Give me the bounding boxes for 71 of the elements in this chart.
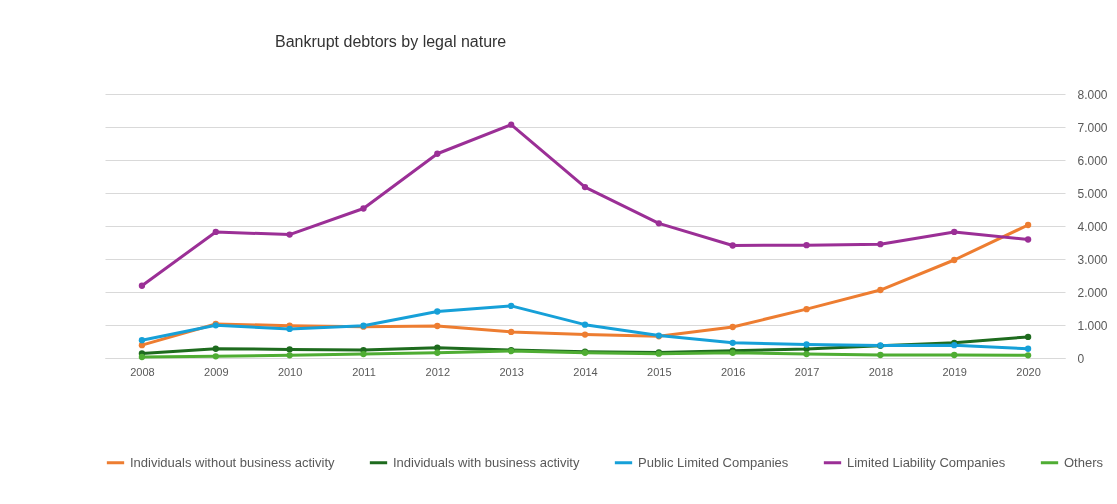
legend-label: Individuals with business activity <box>393 454 580 470</box>
x-tick-label: 2011 <box>352 365 376 378</box>
y-tick-label: 6.000 <box>1077 153 1108 168</box>
legend-label: Individuals without business activity <box>130 454 335 470</box>
legend-label: Public Limited Companies <box>638 454 789 470</box>
point <box>507 302 515 310</box>
point <box>360 205 367 212</box>
y-tick-label: 1.000 <box>1077 318 1108 333</box>
point <box>286 352 293 359</box>
y-tick-label: 5.000 <box>1077 186 1108 201</box>
legend-label: Others <box>1064 454 1104 470</box>
point <box>803 306 810 313</box>
point <box>1024 221 1032 229</box>
x-tick-label: 2010 <box>277 365 303 378</box>
point <box>951 351 958 359</box>
point <box>507 328 515 336</box>
x-tick-label: 2015 <box>647 365 672 378</box>
point <box>360 350 367 358</box>
point <box>581 183 589 191</box>
point <box>729 339 736 346</box>
y-tick-label: 8.000 <box>1077 87 1108 102</box>
y-tick-label: 3.000 <box>1077 252 1108 267</box>
y-tick-label: 7.000 <box>1077 120 1108 135</box>
x-tick-label: 2013 <box>499 365 524 378</box>
point <box>877 240 884 248</box>
x-tick-label: 2016 <box>720 365 746 378</box>
y-tick-label: 0 <box>1077 351 1085 366</box>
point <box>581 321 589 328</box>
x-tick-label: 2014 <box>573 365 598 378</box>
point <box>434 349 441 356</box>
point <box>286 325 293 333</box>
point <box>803 341 810 348</box>
point <box>803 350 810 358</box>
point <box>1024 352 1032 359</box>
point <box>434 344 441 351</box>
point <box>877 286 884 294</box>
x-tick-label: 2008 <box>130 365 155 378</box>
point <box>434 322 441 330</box>
point <box>729 323 736 331</box>
point <box>286 231 293 238</box>
legend-label: Limited Liability Companies <box>847 454 1006 470</box>
point <box>138 353 146 361</box>
y-tick-label: 4.000 <box>1077 219 1108 234</box>
point <box>212 353 219 360</box>
point <box>1024 236 1032 243</box>
x-tick-label: 2009 <box>204 365 229 378</box>
point <box>212 228 219 236</box>
point <box>951 256 958 264</box>
point <box>507 121 515 128</box>
point <box>951 228 958 236</box>
x-tick-label: 2018 <box>868 365 894 378</box>
x-tick-label: 2020 <box>1016 365 1041 378</box>
x-tick-label: 2019 <box>942 365 967 378</box>
point <box>138 337 146 344</box>
point <box>1024 345 1032 352</box>
point <box>434 308 441 315</box>
point <box>581 331 589 338</box>
point <box>434 150 441 157</box>
x-tick-label: 2012 <box>425 365 451 378</box>
y-tick-label: 2.000 <box>1077 285 1108 300</box>
point <box>138 341 146 349</box>
point <box>655 220 663 227</box>
chart-title: Bankrupt debtors by legal nature <box>275 33 507 50</box>
point <box>1024 333 1032 341</box>
point <box>729 242 736 249</box>
x-tick-label: 2017 <box>794 365 820 378</box>
point <box>877 351 884 359</box>
point <box>286 346 293 353</box>
point <box>138 282 146 289</box>
point <box>803 241 810 249</box>
point <box>212 345 219 352</box>
